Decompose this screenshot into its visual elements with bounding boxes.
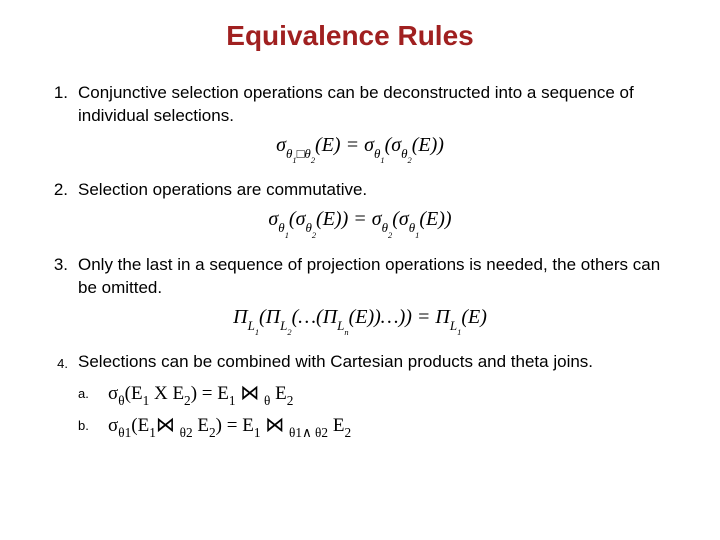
rule-2-formula: σθ1(σθ2(E)) = σθ2(σθ1(E)) <box>40 208 680 236</box>
rule-2-number: 2. <box>40 179 68 202</box>
rule-4a-formula: σθ(E1 X E2) = E1 ⋈ θ E2 <box>108 382 293 408</box>
rule-list: 1. Conjunctive selection operations can … <box>40 82 680 440</box>
rule-4-sublist: a. σθ(E1 X E2) = E1 ⋈ θ E2 b. σθ1(E1⋈ θ2… <box>78 382 680 440</box>
rule-4b-letter: b. <box>78 414 102 433</box>
rule-4: 4. Selections can be combined with Carte… <box>40 351 680 440</box>
rule-1: 1. Conjunctive selection operations can … <box>40 82 680 161</box>
rule-1-text: Conjunctive selection operations can be … <box>78 82 680 128</box>
rule-3-number: 3. <box>40 254 68 277</box>
rule-3-text: Only the last in a sequence of projectio… <box>78 254 680 300</box>
rule-1-number: 1. <box>40 82 68 105</box>
rule-3-formula: ΠL1(ΠL2(…(ΠLn(E))…)) = ΠL1(E) <box>40 306 680 334</box>
page-title: Equivalence Rules <box>20 20 680 52</box>
rule-1-formula: σθ1□θ2(E) = σθ1(σθ2(E)) <box>40 134 680 162</box>
rule-2: 2. Selection operations are commutative.… <box>40 179 680 236</box>
rule-4-number: 4. <box>40 351 68 373</box>
rule-4a: a. σθ(E1 X E2) = E1 ⋈ θ E2 <box>78 382 680 408</box>
rule-3: 3. Only the last in a sequence of projec… <box>40 254 680 333</box>
rule-4b-formula: σθ1(E1⋈ θ2 E2) = E1 ⋈ θ1∧ θ2 E2 <box>108 414 351 440</box>
rule-4-text: Selections can be combined with Cartesia… <box>78 351 680 374</box>
rule-2-text: Selection operations are commutative. <box>78 179 680 202</box>
rule-4b: b. σθ1(E1⋈ θ2 E2) = E1 ⋈ θ1∧ θ2 E2 <box>78 414 680 440</box>
rule-4a-letter: a. <box>78 382 102 401</box>
